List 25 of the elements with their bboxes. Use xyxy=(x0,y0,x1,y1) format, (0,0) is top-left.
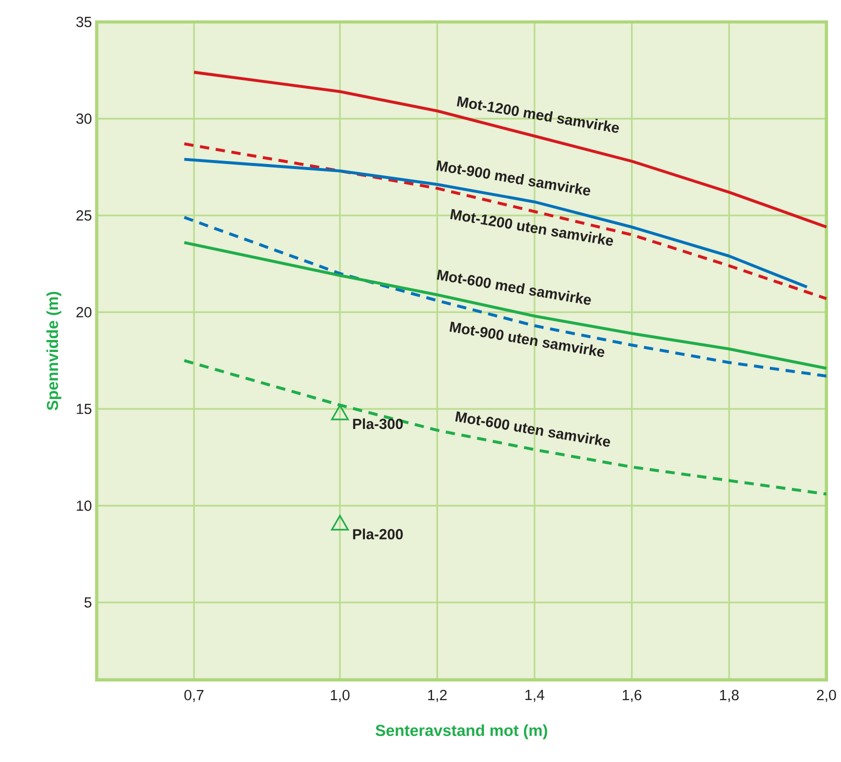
y-tick-label: 30 xyxy=(76,114,92,124)
series-label: Pla-300 xyxy=(353,418,403,430)
x-tick-label: 1,4 xyxy=(525,690,544,702)
text: Mot-1200 med samvirke xyxy=(456,96,619,133)
x-tick-label: 1,6 xyxy=(622,690,642,702)
text: Mot-600 uten samvirke xyxy=(455,412,610,447)
text: Mot-900 uten samvirke xyxy=(450,322,604,358)
x-tick-label: 0,7 xyxy=(184,690,204,702)
y-tick-label: 20 xyxy=(76,307,92,318)
x-tick-label: 2,0 xyxy=(816,690,836,702)
text: Mot-900 med samvirke xyxy=(436,160,590,196)
text: Mot-1200 uten samvirke xyxy=(450,209,613,246)
line-series xyxy=(182,359,828,496)
y-tick-label: 25 xyxy=(76,210,92,221)
x-tick-label: 1,2 xyxy=(428,690,447,702)
x-tick-label: 1,8 xyxy=(720,690,739,702)
series-label: Pla-200 xyxy=(353,528,403,540)
x-axis-title: Senteravstand mot (m) xyxy=(376,724,548,740)
y-axis-title: Spennvidde (m) xyxy=(46,292,62,410)
y-tick-label: 15 xyxy=(76,404,92,414)
x-tick-label: 1,0 xyxy=(330,690,350,702)
text: Mot-600 med samvirke xyxy=(436,270,591,305)
y-tick-label: 5 xyxy=(84,598,92,608)
y-tick-label: 35 xyxy=(76,16,92,28)
y-tick-label: 10 xyxy=(76,500,92,512)
